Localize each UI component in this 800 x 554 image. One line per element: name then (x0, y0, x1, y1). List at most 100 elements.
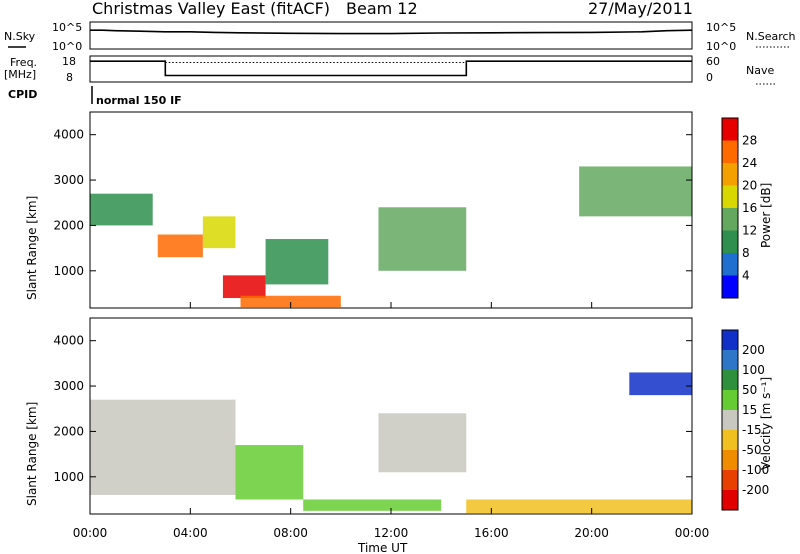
power-region (265, 239, 329, 285)
power-colorbar-swatch (722, 185, 738, 208)
freq-tick-high: 18 (62, 55, 76, 68)
velocity-region (378, 413, 467, 473)
velocity-range-axis-label: Slant Range [km] (25, 402, 39, 506)
power-region (90, 193, 153, 226)
nsearch-tick-low: 10^0 (706, 40, 736, 53)
velocity-region (303, 499, 442, 511)
velocity-heatmap (90, 372, 692, 514)
power-colorbar-swatch (722, 163, 738, 186)
time-tick-label: 00:00 (73, 526, 108, 540)
power-region (202, 216, 236, 249)
nave-tick-low: 0 (706, 71, 713, 84)
power-heatmap (90, 166, 692, 308)
velocity-region (90, 399, 236, 495)
range-tick-label: 2000 (53, 424, 84, 438)
range-tick-label: 2000 (53, 218, 84, 232)
power-region (157, 234, 203, 258)
velocity-colorbar-swatch (722, 370, 738, 390)
power-colorbar-tick-label: 24 (742, 156, 757, 170)
time-tick-label: 00:00 (675, 526, 710, 540)
power-region (378, 207, 467, 271)
power-colorbar-swatch (722, 208, 738, 231)
range-tick-label: 1000 (53, 264, 84, 278)
time-tick-label: 08:00 (273, 526, 308, 540)
velocity-colorbar-swatch (722, 490, 738, 510)
time-axis-label: Time UT (357, 541, 408, 554)
velocity-colorbar-tick-label: 15 (742, 403, 757, 417)
freq-panel-frame (89, 55, 693, 83)
velocity-colorbar-swatch (722, 450, 738, 470)
time-tick-label: 04:00 (173, 526, 208, 540)
station-title: Christmas Valley East (fitACF) (92, 0, 330, 18)
nsky-tick-high: 10^5 (52, 21, 82, 34)
nsky-tick-low: 10^0 (52, 40, 82, 53)
time-tick-label: 20:00 (574, 526, 609, 540)
power-region (222, 275, 266, 299)
velocity-colorbar-label: Velocity [m s⁻¹] (759, 377, 773, 470)
power-colorbar-tick-label: 8 (742, 246, 750, 260)
velocity-colorbar-tick-label: -100 (742, 463, 769, 477)
velocity-colorbar-tick-label: -50 (742, 443, 762, 457)
range-tick-label: 4000 (53, 334, 84, 348)
cpid-label: CPID (8, 88, 37, 101)
velocity-colorbar-swatch (722, 410, 738, 430)
power-colorbar-swatch (722, 230, 738, 253)
freq-series-line (90, 60, 692, 77)
nsky-label: N.Sky (4, 30, 36, 43)
power-colorbar-tick-label: 12 (742, 224, 757, 238)
nave-label: Nave (746, 64, 774, 77)
power-colorbar-tick-label: 16 (742, 201, 757, 215)
range-tick-label: 3000 (53, 379, 84, 393)
power-colorbar-tick-label: 28 (742, 134, 757, 148)
power-range-axis-label: Slant Range [km] (25, 196, 39, 300)
freq-tick-low: 8 (66, 71, 73, 84)
range-tick-label: 3000 (53, 173, 84, 187)
velocity-colorbar-tick-label: 100 (742, 363, 765, 377)
velocity-colorbar-tick-label: -15 (742, 423, 762, 437)
cpid-value: normal 150 IF (96, 94, 182, 107)
velocity-range-axis: 1000 2000 3000 4000 (53, 334, 692, 484)
nsky-line (90, 29, 693, 35)
velocity-colorbar-tick-label: 200 (742, 343, 765, 357)
velocity-colorbar-swatch (722, 330, 738, 350)
power-colorbar-swatch (722, 118, 738, 141)
date-title: 27/May/2011 (588, 0, 693, 18)
velocity-region (629, 372, 692, 396)
velocity-region (235, 445, 304, 500)
power-colorbar-label: Power [dB] (759, 183, 773, 248)
nave-tick-high: 60 (706, 55, 720, 68)
power-range-axis: 1000 2000 3000 4000 (53, 128, 692, 278)
power-colorbar: 4 8 12 16 20 24 28 (721, 117, 757, 299)
power-colorbar-swatch (722, 275, 738, 298)
nsearch-label: N.Search (746, 30, 796, 43)
power-colorbar-frame (721, 117, 739, 299)
nsky-panel-frame (89, 21, 693, 50)
velocity-colorbar-swatch (722, 470, 738, 490)
range-tick-label: 1000 (53, 470, 84, 484)
velocity-colorbar: 200 100 50 15 -15 -50 -100 -200 (721, 329, 769, 511)
nsearch-tick-high: 10^5 (706, 21, 736, 34)
power-colorbar-swatch (722, 140, 738, 163)
time-tick-label: 12:00 (374, 526, 409, 540)
power-region (579, 166, 692, 217)
power-colorbar-swatch (722, 253, 738, 276)
velocity-colorbar-tick-label: -200 (742, 483, 769, 497)
range-tick-label: 4000 (53, 128, 84, 142)
beam-title: Beam 12 (346, 0, 418, 18)
time-tick-label: 16:00 (474, 526, 509, 540)
freq-label: Freq. (10, 56, 37, 69)
velocity-colorbar-tick-label: 50 (742, 383, 757, 397)
velocity-colorbar-swatch (722, 390, 738, 410)
freq-line (90, 60, 692, 77)
nsky-series-line (90, 29, 693, 35)
power-colorbar-tick-label: 20 (742, 179, 757, 193)
velocity-colorbar-swatch (722, 350, 738, 370)
velocity-region (466, 499, 692, 514)
power-region (240, 295, 341, 308)
time-axis: 00:00 04:00 08:00 12:00 16:00 20:00 00:00 (73, 302, 710, 540)
velocity-colorbar-frame (721, 329, 739, 511)
power-colorbar-tick-label: 4 (742, 269, 750, 283)
velocity-colorbar-swatch (722, 430, 738, 450)
freq-unit-label: [MHz] (4, 68, 36, 81)
